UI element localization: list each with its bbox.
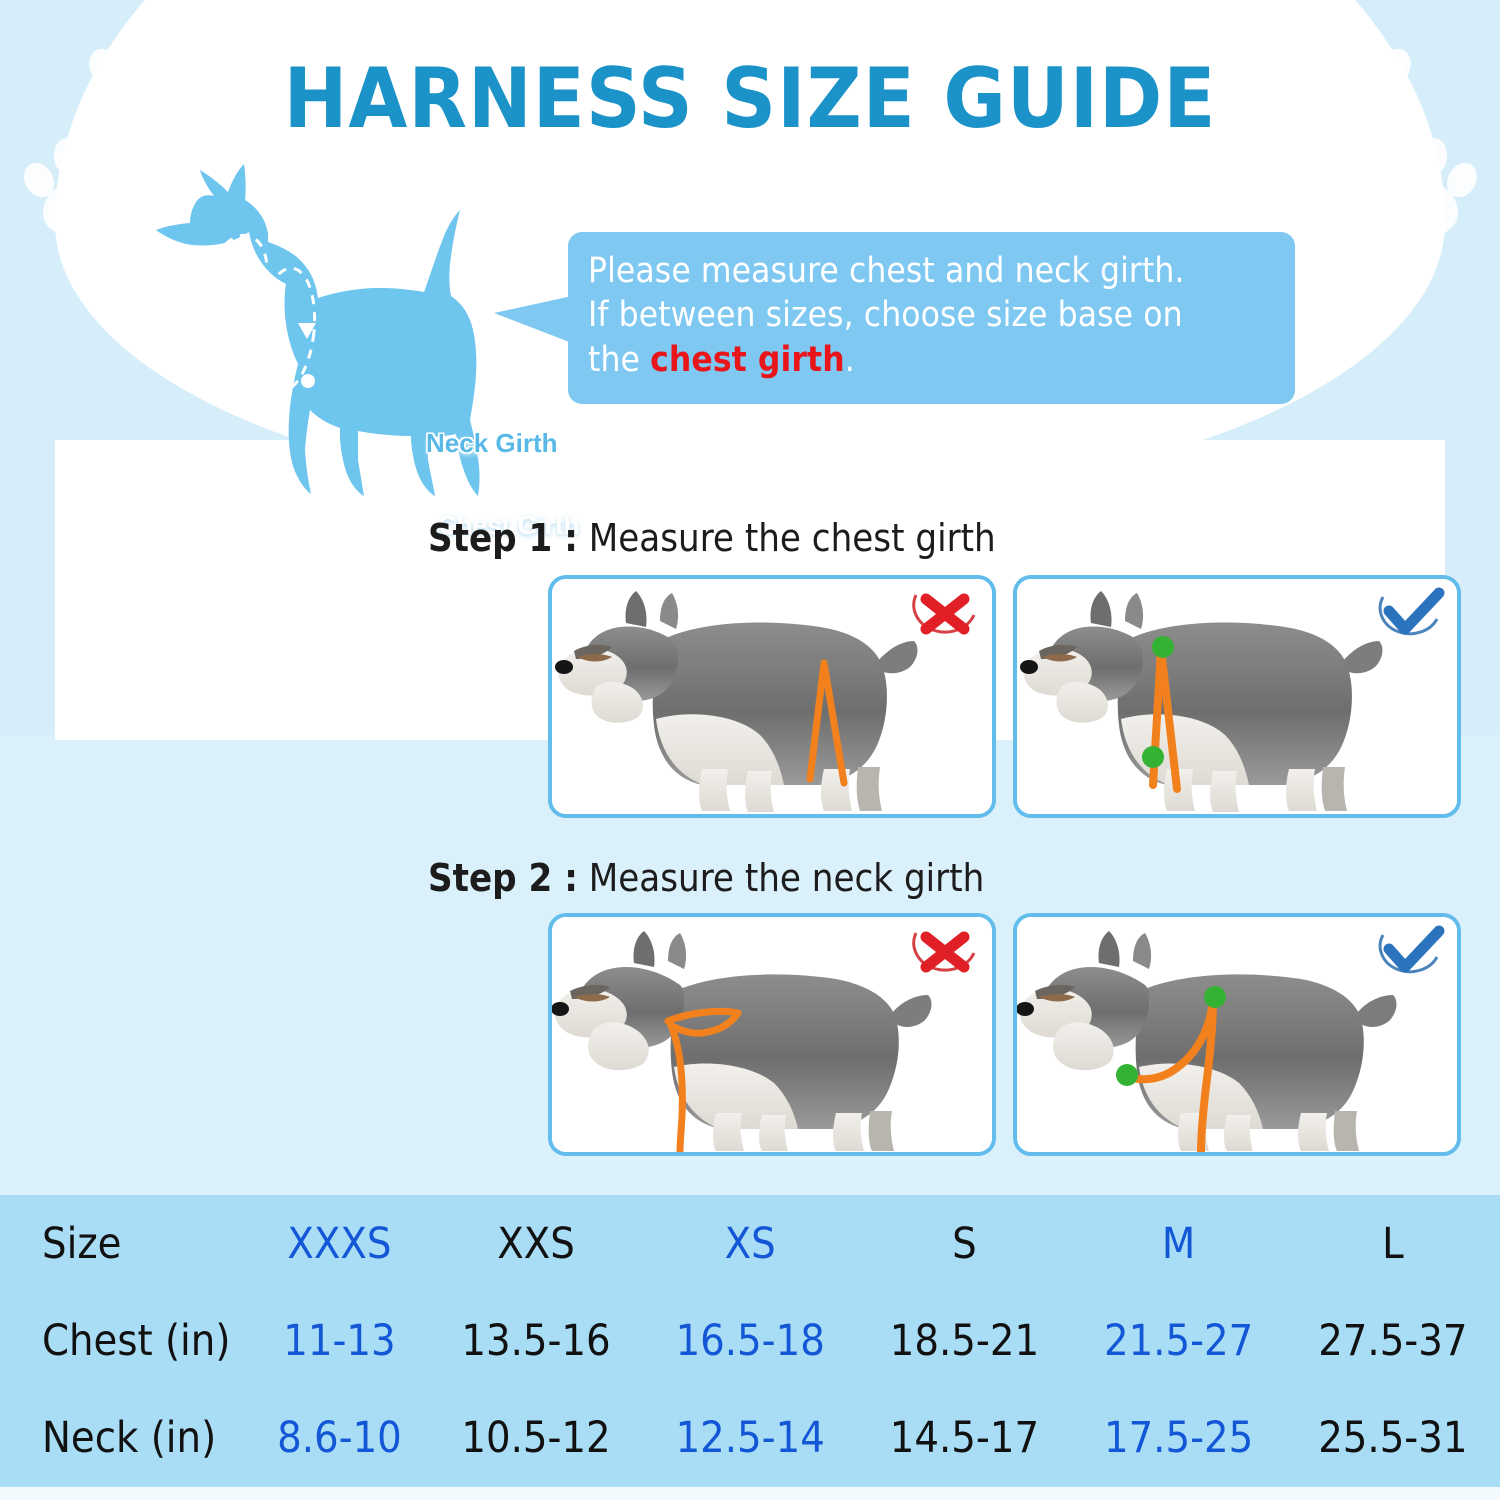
table-cell: 25.5-31: [1318, 1412, 1468, 1463]
decorative-dot: [716, 29, 739, 52]
measure-point-marker: [1152, 636, 1174, 658]
instruction-line-3-suffix: .: [844, 339, 855, 380]
step-1-heading: Step 1 : Measure the chest girth: [428, 516, 996, 560]
table-cell: 12.5-14: [675, 1412, 825, 1463]
measure-point-marker: [1116, 1064, 1138, 1086]
table-row-header: Size: [42, 1218, 122, 1269]
chest-girth-label: Chest Girth: [438, 510, 580, 540]
decorative-dot: [1098, 187, 1116, 205]
instruction-line-2: If between sizes, choose size base on: [588, 295, 1183, 336]
step1-correct-photo-panel: [1013, 575, 1461, 818]
decorative-dot: [962, 75, 984, 97]
table-row: Size XXXS XXS XS S M L: [0, 1195, 1500, 1292]
step1-incorrect-photo-panel: [548, 575, 996, 818]
callout-tail: [494, 296, 572, 343]
instruction-text: Please measure chest and neck girth. If …: [588, 249, 1288, 382]
size-chart-table: Size XXXS XXS XS S M L Chest (in) 11-13 13.5-16 16…: [0, 1195, 1500, 1486]
decorative-dot: [363, 222, 381, 240]
page-title: HARNESS SIZE GUIDE: [283, 50, 1217, 147]
instruction-line-1: Please measure chest and neck girth.: [588, 251, 1185, 291]
blue-check-icon: [1373, 923, 1447, 985]
step-2-text: Measure the neck girth: [577, 856, 985, 900]
neck-girth-guide: [201, 233, 269, 339]
table-cell: XXS: [497, 1218, 575, 1269]
decorative-dot: [917, 56, 939, 78]
table-cell: 11-13: [283, 1315, 396, 1366]
step-2-label: Step 2 :: [428, 856, 578, 900]
decorative-dot: [662, 33, 685, 56]
paw-print-icon: [1300, 18, 1417, 136]
decorative-dot: [516, 75, 538, 97]
measure-point-marker: [1204, 986, 1226, 1008]
table-cell: 10.5-12: [461, 1412, 611, 1463]
dog-body-shape: [156, 164, 480, 496]
decorative-dot: [384, 187, 402, 205]
table-row-header: Chest (in): [42, 1315, 231, 1366]
table-cell: 17.5-25: [1103, 1412, 1254, 1463]
decorative-dot: [1003, 98, 1024, 119]
plush-dog-photo-chest-wrong: [552, 579, 992, 814]
table-row-header: Neck (in): [42, 1412, 217, 1463]
table-cell: 14.5-17: [889, 1412, 1040, 1463]
table-cell: 16.5-18: [675, 1315, 825, 1366]
table-cell: XS: [724, 1218, 776, 1269]
chest-arrow-icon: [298, 323, 316, 339]
instruction-callout: Please measure chest and neck girth. If …: [568, 232, 1295, 404]
decorative-dot: [348, 258, 365, 275]
blue-check-icon: [1373, 585, 1447, 647]
decorative-dot: [610, 42, 633, 65]
decorative-dot: [1040, 125, 1060, 145]
background-band-footer: [0, 1487, 1500, 1500]
step-1-label: Step 1 :: [428, 516, 578, 560]
instruction-highlight: chest girth: [650, 339, 845, 380]
table-cell: S: [952, 1218, 977, 1269]
decorative-dot: [815, 33, 838, 56]
neck-arrow-icon: [253, 310, 271, 326]
step-2-heading: Step 2 : Measure the neck girth: [428, 856, 984, 900]
instruction-line-3-prefix: the: [588, 339, 651, 380]
decorative-dot: [476, 98, 497, 119]
table-cell: M: [1161, 1218, 1196, 1269]
decorative-dot: [770, 29, 793, 52]
paw-print-icon: [18, 130, 129, 240]
neck-measure-point: [239, 325, 253, 339]
neck-girth-label: Neck Girth: [426, 428, 558, 458]
step-1-text: Measure the chest girth: [577, 516, 996, 560]
background-band-table: [0, 1195, 1500, 1487]
table-cell: 8.6-10: [277, 1412, 402, 1463]
chest-girth-guide: [255, 266, 317, 394]
size-chart: Size XXXS XXS XS S M L Chest (in) 11-13 13.5-16 16…: [0, 1195, 1500, 1487]
table-cell: 13.5-16: [461, 1315, 611, 1366]
paw-print-icon: [83, 18, 200, 136]
table-cell: L: [1382, 1218, 1404, 1269]
table-cell: 21.5-27: [1103, 1315, 1254, 1366]
decorative-dot: [409, 155, 428, 174]
table-cell: XXXS: [287, 1218, 392, 1269]
decorative-dot: [1072, 155, 1091, 174]
paw-print-icon: [1372, 130, 1483, 240]
dog-silhouette-diagram: Neck Girth Chest Girth: [140, 160, 580, 540]
red-x-icon: [908, 585, 982, 647]
table-row: Neck (in) 8.6-10 10.5-12 12.5-14 14.5-17 17.5…: [0, 1389, 1500, 1486]
table-cell: 27.5-37: [1318, 1315, 1468, 1366]
step2-correct-photo-panel: [1013, 913, 1461, 1156]
table-row: Chest (in) 11-13 13.5-16 16.5-18 18.5-21 21.5…: [0, 1292, 1500, 1389]
red-x-icon: [908, 923, 982, 985]
decorative-dot: [867, 42, 890, 65]
decorative-dot: [561, 56, 583, 78]
table-cell: 18.5-21: [889, 1315, 1040, 1366]
chest-measure-point: [301, 374, 315, 388]
decorative-dot: [440, 125, 460, 145]
measure-point-marker: [1142, 746, 1164, 768]
step2-incorrect-photo-panel: [548, 913, 996, 1156]
